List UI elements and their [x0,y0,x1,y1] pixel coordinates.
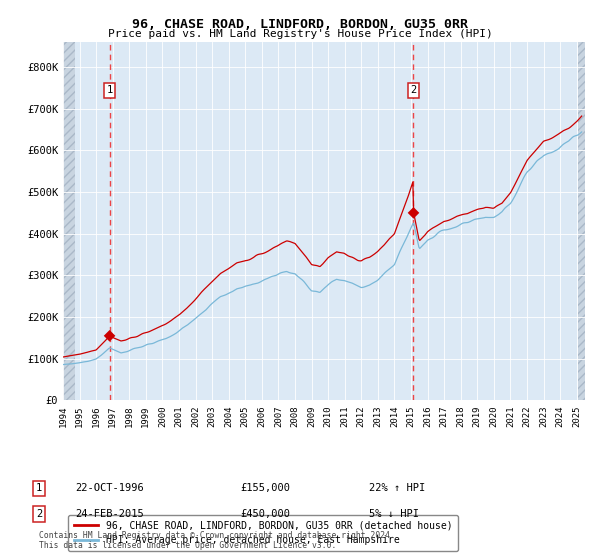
Text: 22% ↑ HPI: 22% ↑ HPI [369,483,425,493]
Text: Contains HM Land Registry data © Crown copyright and database right 2024.
This d: Contains HM Land Registry data © Crown c… [39,530,395,550]
Text: 22-OCT-1996: 22-OCT-1996 [75,483,144,493]
Text: 5% ↓ HPI: 5% ↓ HPI [369,509,419,519]
Text: 1: 1 [106,85,113,95]
Point [105,332,115,340]
Text: 96, CHASE ROAD, LINDFORD, BORDON, GU35 0RR: 96, CHASE ROAD, LINDFORD, BORDON, GU35 0… [132,18,468,31]
Text: £450,000: £450,000 [240,509,290,519]
Text: 2: 2 [410,85,416,95]
Bar [578,42,585,400]
Point [409,208,418,217]
Text: 1: 1 [36,483,42,493]
Text: 2: 2 [36,509,42,519]
Text: £155,000: £155,000 [240,483,290,493]
Legend: 96, CHASE ROAD, LINDFORD, BORDON, GU35 0RR (detached house), HPI: Average price,: 96, CHASE ROAD, LINDFORD, BORDON, GU35 0… [68,515,458,551]
Text: Price paid vs. HM Land Registry's House Price Index (HPI): Price paid vs. HM Land Registry's House … [107,29,493,39]
Bar [63,42,76,400]
Text: 24-FEB-2015: 24-FEB-2015 [75,509,144,519]
